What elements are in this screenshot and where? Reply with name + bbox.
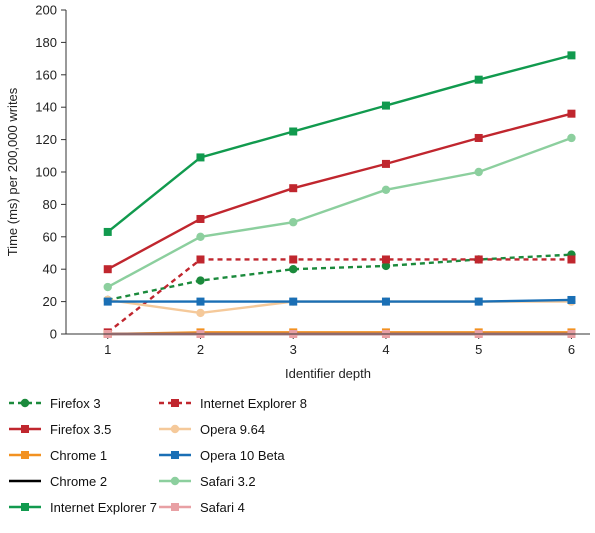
data-point (567, 255, 576, 264)
x-axis-ticks: 1 2 3 4 5 6 (104, 334, 575, 357)
y-tick-label: 80 (43, 197, 57, 212)
data-point (103, 227, 112, 236)
x-tick-label: 1 (104, 342, 111, 357)
y-tick-label: 160 (35, 67, 57, 82)
y-tick-label: 120 (35, 132, 57, 147)
data-point (196, 232, 205, 241)
series-firefox-3-5 (103, 109, 576, 274)
data-point (196, 214, 205, 223)
data-point (103, 297, 112, 306)
data-point (196, 255, 205, 264)
series-line (107, 298, 572, 303)
x-tick-label: 6 (568, 342, 575, 357)
data-point (196, 308, 205, 318)
data-point (289, 255, 298, 264)
data-point (567, 109, 576, 118)
x-tick-label: 4 (382, 342, 389, 357)
y-tick-label: 40 (43, 262, 57, 277)
data-point (474, 297, 483, 306)
data-point (474, 75, 483, 84)
data-point (196, 297, 205, 306)
data-point (289, 184, 298, 193)
series-line (106, 54, 572, 233)
series-layer (103, 51, 576, 338)
series-line (107, 112, 572, 271)
series-line (107, 136, 572, 289)
data-point (474, 167, 483, 177)
y-tick-label: 60 (43, 229, 57, 244)
y-tick-label: 200 (35, 3, 57, 18)
y-tick-label: 20 (43, 294, 57, 309)
series-line (106, 258, 572, 334)
data-point (289, 127, 298, 136)
data-point (567, 133, 576, 143)
data-point (381, 297, 390, 306)
y-tick-label: 140 (35, 100, 57, 115)
data-point (196, 153, 205, 162)
data-point (381, 255, 390, 264)
series-firefox-3 (103, 250, 576, 305)
data-point (103, 265, 112, 274)
data-point (381, 261, 391, 271)
y-tick-label: 180 (35, 35, 57, 50)
series-safari-3-2 (103, 133, 576, 292)
data-point (474, 255, 483, 264)
x-tick-label: 2 (197, 342, 204, 357)
y-axis-title: Time (ms) per 200,000 writes (5, 87, 20, 256)
x-tick-label: 5 (475, 342, 482, 357)
series-opera-10-beta (103, 295, 576, 306)
series-line (107, 253, 572, 302)
data-point (289, 218, 298, 227)
data-point (567, 295, 576, 304)
data-point (103, 282, 112, 292)
series-internet-explorer-7 (103, 51, 576, 236)
data-point (567, 51, 576, 60)
data-point (381, 159, 390, 168)
series-line (107, 331, 572, 336)
data-point (381, 185, 391, 195)
y-tick-label: 0 (50, 327, 57, 342)
data-point (196, 276, 205, 285)
y-axis-ticks: 0 20 40 60 80 100 120 140 160 180 200 (35, 3, 66, 342)
data-point (381, 101, 390, 110)
x-tick-label: 3 (290, 342, 297, 357)
data-point (289, 297, 298, 306)
y-tick-label: 100 (35, 165, 57, 180)
data-point (474, 133, 483, 142)
data-point (289, 265, 298, 274)
series-opera-9-64 (103, 295, 576, 318)
x-axis-title: Identifier depth (285, 366, 371, 381)
